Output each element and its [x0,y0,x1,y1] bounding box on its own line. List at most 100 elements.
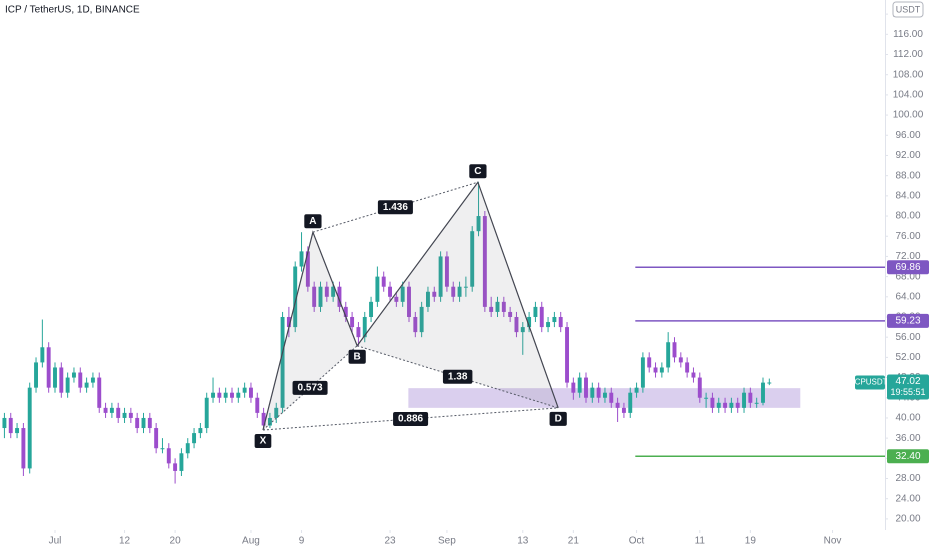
candle-body [356,327,361,338]
candle-body [204,397,209,429]
pattern-ratio-box [442,369,473,384]
x-tick-label: 11 [695,536,706,547]
candle-body [558,316,563,328]
candle-body [166,448,171,464]
candle-body [84,382,89,388]
x-tick-label: 20 [170,536,182,547]
candle-body [495,301,500,312]
candle-body [280,316,285,408]
level-badge [887,449,929,464]
candle-body [444,256,449,287]
candle-body [305,251,310,287]
candle-body [704,397,709,399]
level-label: 69.86 [895,262,920,273]
x-tick-label: Aug [242,536,260,547]
pattern-point-label-box [348,349,366,364]
candle-body [659,367,664,373]
candle-body [735,402,740,408]
candle-body [754,402,759,404]
candle-body [53,367,57,388]
x-tick-label: 21 [568,536,580,547]
candle-body [46,347,51,388]
candle-body [331,286,336,297]
x-tick-label: Jul [49,536,62,547]
pattern-ratio-box [393,411,429,426]
candle-body [584,377,588,398]
candle-body [697,377,702,398]
candle-body [527,316,532,328]
candle-body [748,392,753,403]
pattern-point-label: D [555,413,562,424]
x-tick-label: Oct [629,536,645,547]
candle-body [489,306,494,312]
candle-body [65,377,70,393]
candle-body [432,291,437,297]
candle-body [596,387,601,398]
candle-body [116,407,121,418]
y-tick-label: 84.00 [895,190,920,201]
x-tick-label: 19 [745,536,757,547]
pattern-point-label: B [354,351,361,362]
candle-body [470,231,475,287]
zone-layer [408,266,885,458]
candle-body [546,322,551,328]
candle-body [312,286,317,307]
candle-body [413,316,418,333]
candle-body [691,372,696,378]
y-tick-label: 20.00 [895,514,920,525]
candle-body [685,362,690,373]
pattern-triangle [357,182,559,408]
candle-body [78,372,83,388]
candle-body [154,428,159,449]
candle-body [767,382,772,384]
y-tick-label: 52.00 [895,352,920,363]
candle-body [457,286,462,297]
candle-body [628,392,633,413]
x-tick-label: 13 [517,536,529,547]
pattern-ratio-line [262,345,358,431]
candle-body [59,367,64,393]
candle-body [299,251,304,267]
candle-body [666,342,671,368]
currency-label[interactable]: USDT [896,4,921,14]
y-tick-label: 116.00 [893,29,923,40]
pattern-point-label-box [254,434,272,449]
candle-body [520,327,525,333]
candle-body [678,357,683,363]
pattern-ratio: 1.38 [448,371,468,382]
candle-body [128,412,133,418]
candle-body [653,367,658,373]
candle-body [267,417,272,426]
countdown-label: 19:55:51 [890,387,925,397]
candle-body [141,417,146,429]
candle-body [621,407,626,413]
y-tick-label: 40.00 [895,413,920,424]
zone-box [408,388,801,408]
candle-body [324,286,329,297]
level-label: 32.40 [895,451,920,462]
symbol-label: ICPUSDT [852,378,887,387]
y-tick-label: 92.00 [895,150,920,161]
candle-body [90,377,95,383]
symbol-badge [855,375,885,390]
candle-body [103,407,108,413]
candle-body [426,291,430,307]
candle-body [482,216,487,307]
y-tick-label: 80.00 [895,211,920,222]
y-tick-label: 96.00 [895,130,920,141]
pattern-point-label-box [304,214,322,229]
y-tick-label: 36.00 [895,433,920,444]
candle-body [640,357,645,388]
candle-body [255,397,260,413]
candle-body [761,382,765,403]
candle-body [135,417,140,429]
x-tick-label: 9 [299,536,305,547]
candle-body [438,256,443,297]
candle-body [451,286,456,297]
candle-body [2,417,7,429]
currency-badge[interactable] [892,1,924,18]
candle-body [501,301,506,312]
pattern-point-label: C [474,166,481,177]
